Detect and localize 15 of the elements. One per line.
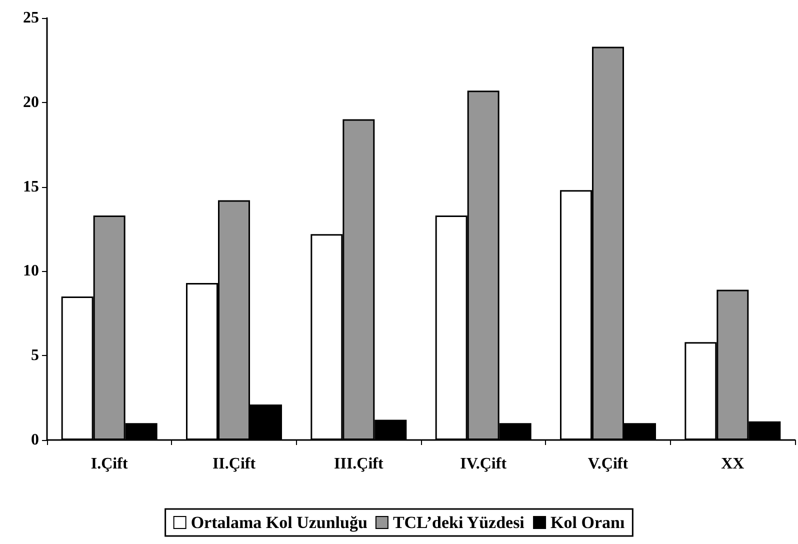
- x-tick-label: XX: [721, 456, 745, 472]
- y-tick-label: 15: [23, 178, 39, 196]
- y-tick-label: 20: [23, 94, 39, 111]
- x-tick-label: IV.Çift: [460, 456, 508, 472]
- y-tick-label: 0: [31, 432, 39, 448]
- legend-label: Ortalama Kol Uzunluğu: [190, 513, 368, 532]
- x-tick-label: V.Çift: [588, 456, 629, 472]
- y-tick-label: 5: [31, 347, 39, 364]
- legend-label: TCL’deki Yüzdesi: [392, 513, 525, 532]
- x-tick-label: III.Çift: [334, 456, 384, 472]
- x-tick-label: I.Çift: [90, 456, 128, 472]
- y-tick-label: 10: [23, 262, 39, 280]
- y-tick-label: 25: [23, 10, 39, 26]
- x-tick-label: II.Çift: [212, 456, 256, 472]
- legend-label: Kol Oranı: [550, 513, 625, 532]
